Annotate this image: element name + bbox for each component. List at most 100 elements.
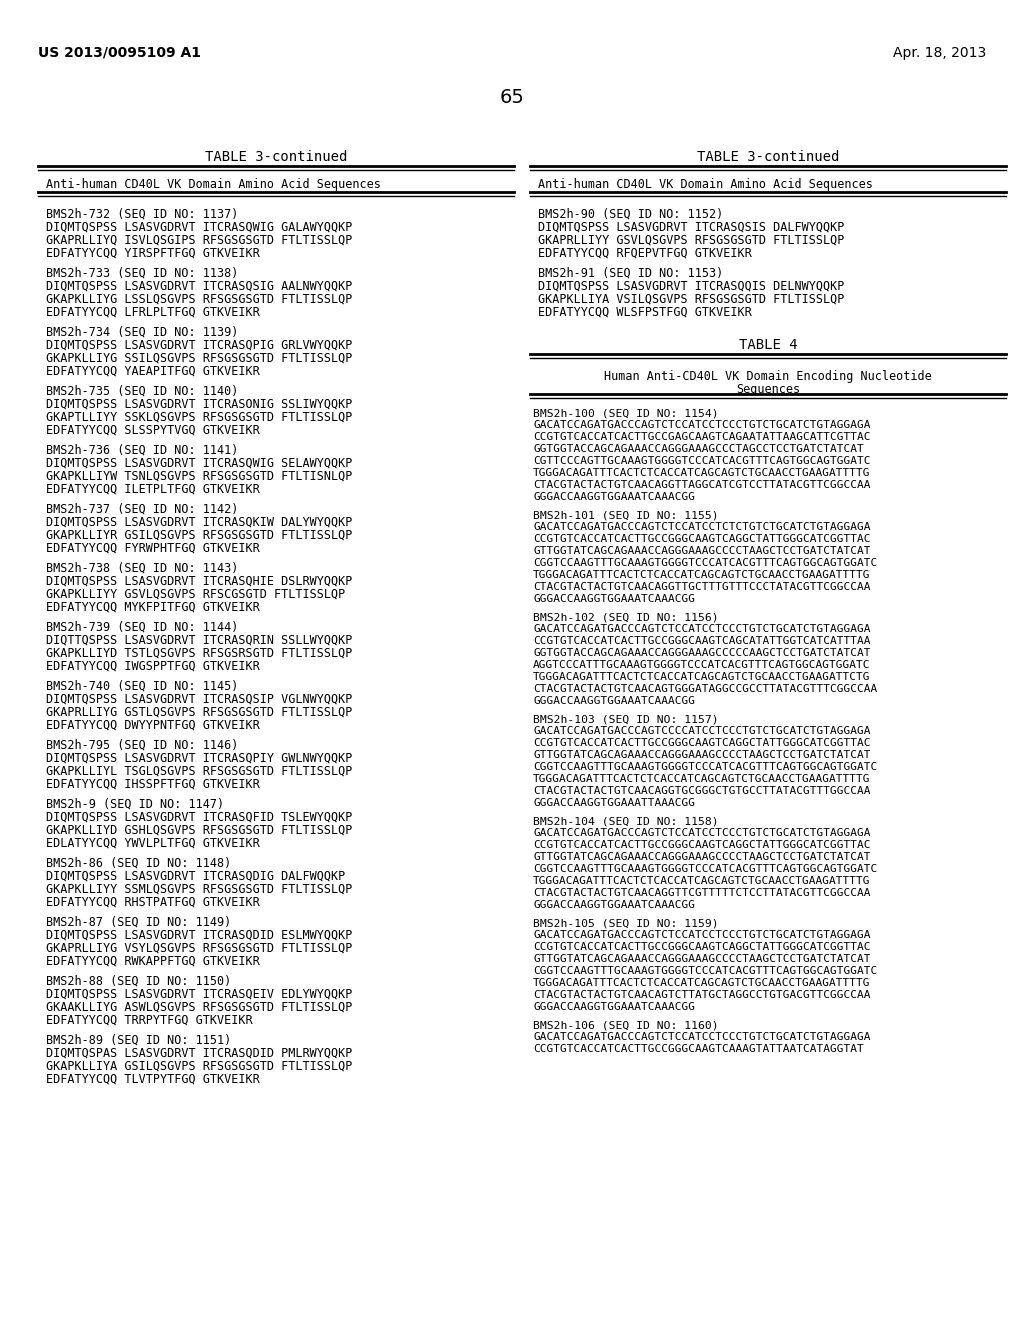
- Text: GKAPKLLIYG SSILQSGVPS RFSGSGSGTD FTLTISSLQP: GKAPKLLIYG SSILQSGVPS RFSGSGSGTD FTLTISS…: [46, 352, 352, 366]
- Text: CCGTGTCACCATCACTTGCCGGGCAAGTCAGGCTATTGGGCATCGGTTAC: CCGTGTCACCATCACTTGCCGGGCAAGTCAGGCTATTGGG…: [534, 535, 870, 544]
- Text: TGGGACAGATTTCACTCTCACCATCAGCAGTCTGCAACCTGAAGATTTTG: TGGGACAGATTTCACTCTCACCATCAGCAGTCTGCAACCT…: [534, 978, 870, 987]
- Text: TABLE 3-continued: TABLE 3-continued: [205, 150, 347, 164]
- Text: GGTGGTACCAGCAGAAACCAGGGAAAGCCCTAGCCTCCTGATCTATCAT: GGTGGTACCAGCAGAAACCAGGGAAAGCCCTAGCCTCCTG…: [534, 444, 864, 454]
- Text: DIQMTQSPSS LSASVGDRVT ITCRASQDID ESLMWYQQKP: DIQMTQSPSS LSASVGDRVT ITCRASQDID ESLMWYQ…: [46, 929, 352, 942]
- Text: GKAPRLLIYG GSTLQSGVPS RFSGSGSGTD FTLTISSLQP: GKAPRLLIYG GSTLQSGVPS RFSGSGSGTD FTLTISS…: [46, 706, 352, 719]
- Text: GACATCCAGATGACCCAGTCCCCATCCTCCCTGTCTGCATCTGTAGGAGA: GACATCCAGATGACCCAGTCCCCATCCTCCCTGTCTGCAT…: [534, 726, 870, 737]
- Text: EDFATYYCQQ ILETPLTFGQ GTKVEIKR: EDFATYYCQQ ILETPLTFGQ GTKVEIKR: [46, 483, 260, 496]
- Text: GACATCCAGATGACCCAGTCTCCATCCTCCCTGTCTGCATCTGTAGGAGA: GACATCCAGATGACCCAGTCTCCATCCTCCCTGTCTGCAT…: [534, 624, 870, 634]
- Text: EDFATYYCQQ WLSFPSTFGQ GTKVEIKR: EDFATYYCQQ WLSFPSTFGQ GTKVEIKR: [538, 306, 752, 319]
- Text: GKAAKLLIYG ASWLQSGVPS RFSGSGSGTD FTLTISSLQP: GKAAKLLIYG ASWLQSGVPS RFSGSGSGTD FTLTISS…: [46, 1001, 352, 1014]
- Text: TGGGACAGATTTCACTCTCACCATCAGCAGTCTGCAACCTGAAGATTTTG: TGGGACAGATTTCACTCTCACCATCAGCAGTCTGCAACCT…: [534, 469, 870, 478]
- Text: CCGTGTCACCATCACTTGCCGGGCAAGTCAGGCTATTGGGCATCGGTTAC: CCGTGTCACCATCACTTGCCGGGCAAGTCAGGCTATTGGG…: [534, 738, 870, 748]
- Text: BMS2h-733 (SEQ ID NO: 1138): BMS2h-733 (SEQ ID NO: 1138): [46, 267, 239, 280]
- Text: TGGGACAGATTTCACTCTCACCATCAGCAGTCTGCAACCTGAAGATTTTG: TGGGACAGATTTCACTCTCACCATCAGCAGTCTGCAACCT…: [534, 876, 870, 886]
- Text: BMS2h-91 (SEQ ID NO: 1153): BMS2h-91 (SEQ ID NO: 1153): [538, 267, 723, 280]
- Text: BMS2h-9 (SEQ ID NO: 1147): BMS2h-9 (SEQ ID NO: 1147): [46, 799, 224, 810]
- Text: TGGGACAGATTTCACTCTCACCATCAGCAGTCTGCAACCTGAAGATTTTG: TGGGACAGATTTCACTCTCACCATCAGCAGTCTGCAACCT…: [534, 570, 870, 579]
- Text: BMS2h-87 (SEQ ID NO: 1149): BMS2h-87 (SEQ ID NO: 1149): [46, 916, 231, 929]
- Text: DIQMTQSPSS LSASVGDRVT ITCRASQSIG AALNWYQQKP: DIQMTQSPSS LSASVGDRVT ITCRASQSIG AALNWYQ…: [46, 280, 352, 293]
- Text: GTTGGTATCAGCAGAAACCAGGGAAAGCCCCTAAGCTCCTGATCTATCAT: GTTGGTATCAGCAGAAACCAGGGAAAGCCCCTAAGCTCCT…: [534, 851, 870, 862]
- Text: GKAPKLLIYD GSHLQSGVPS RFSGSGSGTD FTLTISSLQP: GKAPKLLIYD GSHLQSGVPS RFSGSGSGTD FTLTISS…: [46, 824, 352, 837]
- Text: BMS2h-102 (SEQ ID NO: 1156): BMS2h-102 (SEQ ID NO: 1156): [534, 612, 719, 622]
- Text: BMS2h-740 (SEQ ID NO: 1145): BMS2h-740 (SEQ ID NO: 1145): [46, 680, 239, 693]
- Text: EDFATYYCQQ TRRPYTFGQ GTKVEIKR: EDFATYYCQQ TRRPYTFGQ GTKVEIKR: [46, 1014, 253, 1027]
- Text: GGGACCAAGGTGGAAATCAAACGG: GGGACCAAGGTGGAAATCAAACGG: [534, 1002, 695, 1012]
- Text: Anti-human CD40L VK Domain Amino Acid Sequences: Anti-human CD40L VK Domain Amino Acid Se…: [46, 178, 381, 191]
- Text: GGGACCAAGGTGGAAATCAAACGG: GGGACCAAGGTGGAAATCAAACGG: [534, 492, 695, 502]
- Text: CTACGTACTACTGTCAACAGGTGCGGGCTGTGCCTTATACGTTTGGCCAA: CTACGTACTACTGTCAACAGGTGCGGGCTGTGCCTTATAC…: [534, 785, 870, 796]
- Text: DIQMTQSPSS LSASVGDRVT ITCRASQFID TSLEWYQQKP: DIQMTQSPSS LSASVGDRVT ITCRASQFID TSLEWYQ…: [46, 810, 352, 824]
- Text: US 2013/0095109 A1: US 2013/0095109 A1: [38, 46, 201, 59]
- Text: BMS2h-106 (SEQ ID NO: 1160): BMS2h-106 (SEQ ID NO: 1160): [534, 1020, 719, 1030]
- Text: TGGGACAGATTTCACTCTCACCATCAGCAGTCTGCAACCTGAAGATTCTG: TGGGACAGATTTCACTCTCACCATCAGCAGTCTGCAACCT…: [534, 672, 870, 682]
- Text: BMS2h-100 (SEQ ID NO: 1154): BMS2h-100 (SEQ ID NO: 1154): [534, 408, 719, 418]
- Text: BMS2h-104 (SEQ ID NO: 1158): BMS2h-104 (SEQ ID NO: 1158): [534, 816, 719, 826]
- Text: BMS2h-88 (SEQ ID NO: 1150): BMS2h-88 (SEQ ID NO: 1150): [46, 975, 231, 987]
- Text: EDFATYYCQQ IWGSPPTFGQ GTKVEIKR: EDFATYYCQQ IWGSPPTFGQ GTKVEIKR: [46, 660, 260, 673]
- Text: GKAPTLLIYY SSKLQSGVPS RFSGSGSGTD FTLTISSLQP: GKAPTLLIYY SSKLQSGVPS RFSGSGSGTD FTLTISS…: [46, 411, 352, 424]
- Text: CTACGTACTACTGTCAACAGTGGGATAGGCCGCCTTATACGTTTCGGCCAA: CTACGTACTACTGTCAACAGTGGGATAGGCCGCCTTATAC…: [534, 684, 878, 694]
- Text: CTACGTACTACTGTCAACAGGTTGCTTTGTTTCCCTATACGTTCGGCCAA: CTACGTACTACTGTCAACAGGTTGCTTTGTTTCCCTATAC…: [534, 582, 870, 591]
- Text: DIQMTQSPSS LSASVGDRVT ITCRASQEIV EDLYWYQQKP: DIQMTQSPSS LSASVGDRVT ITCRASQEIV EDLYWYQ…: [46, 987, 352, 1001]
- Text: TABLE 4: TABLE 4: [738, 338, 798, 352]
- Text: EDFATYYCQQ RFQEPVTFGQ GTKVEIKR: EDFATYYCQQ RFQEPVTFGQ GTKVEIKR: [538, 247, 752, 260]
- Text: BMS2h-732 (SEQ ID NO: 1137): BMS2h-732 (SEQ ID NO: 1137): [46, 209, 239, 220]
- Text: CGTTCCCAGTTGCAAAGTGGGGTCCCATCACGTTTCAGTGGCAGTGGATC: CGTTCCCAGTTGCAAAGTGGGGTCCCATCACGTTTCAGTG…: [534, 455, 870, 466]
- Text: BMS2h-736 (SEQ ID NO: 1141): BMS2h-736 (SEQ ID NO: 1141): [46, 444, 239, 457]
- Text: BMS2h-105 (SEQ ID NO: 1159): BMS2h-105 (SEQ ID NO: 1159): [534, 917, 719, 928]
- Text: GKAPKLLIYW TSNLQSGVPS RFSGSGSGTD FTLTISNLQP: GKAPKLLIYW TSNLQSGVPS RFSGSGSGTD FTLTISN…: [46, 470, 352, 483]
- Text: EDFATYYCQQ FYRWPHTFGQ GTKVEIKR: EDFATYYCQQ FYRWPHTFGQ GTKVEIKR: [46, 543, 260, 554]
- Text: CCGTGTCACCATCACTTGCCGAGCAAGTCAGAATATTAAGCATTCGTTAC: CCGTGTCACCATCACTTGCCGAGCAAGTCAGAATATTAAG…: [534, 432, 870, 442]
- Text: TGGGACAGATTTCACTCTCACCATCAGCAGTCTGCAACCTGAAGATTTTG: TGGGACAGATTTCACTCTCACCATCAGCAGTCTGCAACCT…: [534, 774, 870, 784]
- Text: GGGACCAAGGTGGAAATCAAACGG: GGGACCAAGGTGGAAATCAAACGG: [534, 696, 695, 706]
- Text: EDFATYYCQQ YAEAPITFGQ GTKVEIKR: EDFATYYCQQ YAEAPITFGQ GTKVEIKR: [46, 366, 260, 378]
- Text: EDFATYYCQQ TLVTPYTFGQ GTKVEIKR: EDFATYYCQQ TLVTPYTFGQ GTKVEIKR: [46, 1073, 260, 1086]
- Text: DIQMTQSPSS LSASVGDRVT ITCRASQSIP VGLNWYQQKP: DIQMTQSPSS LSASVGDRVT ITCRASQSIP VGLNWYQ…: [46, 693, 352, 706]
- Text: GKAPKLLIYA VSILQSGVPS RFSGSGSGTD FTLTISSLQP: GKAPKLLIYA VSILQSGVPS RFSGSGSGTD FTLTISS…: [538, 293, 845, 306]
- Text: CTACGTACTACTGTCAACAGGTTAGGCATCGTCCTTATACGTTCGGCCAA: CTACGTACTACTGTCAACAGGTTAGGCATCGTCCTTATAC…: [534, 480, 870, 490]
- Text: Apr. 18, 2013: Apr. 18, 2013: [893, 46, 986, 59]
- Text: DIQMTQSPSS LSASVGDRVT ITCRASQPIY GWLNWYQQKP: DIQMTQSPSS LSASVGDRVT ITCRASQPIY GWLNWYQ…: [46, 752, 352, 766]
- Text: GTTGGTATCAGCAGAAACCAGGGAAAGCCCCTAAGCTCCTGATCTATCAT: GTTGGTATCAGCAGAAACCAGGGAAAGCCCCTAAGCTCCT…: [534, 546, 870, 556]
- Text: GKAPKLLIYL TSGLQSGVPS RFSGSGSGTD FTLTISSLQP: GKAPKLLIYL TSGLQSGVPS RFSGSGSGTD FTLTISS…: [46, 766, 352, 777]
- Text: Anti-human CD40L VK Domain Amino Acid Sequences: Anti-human CD40L VK Domain Amino Acid Se…: [538, 178, 872, 191]
- Text: GACATCCAGATGACCCAGTCTCCATCCTCTCTGTCTGCATCTGTAGGAGA: GACATCCAGATGACCCAGTCTCCATCCTCTCTGTCTGCAT…: [534, 521, 870, 532]
- Text: TABLE 3-continued: TABLE 3-continued: [696, 150, 840, 164]
- Text: BMS2h-90 (SEQ ID NO: 1152): BMS2h-90 (SEQ ID NO: 1152): [538, 209, 723, 220]
- Text: GKAPKLLIYA GSILQSGVPS RFSGSGSGTD FTLTISSLQP: GKAPKLLIYA GSILQSGVPS RFSGSGSGTD FTLTISS…: [46, 1060, 352, 1073]
- Text: BMS2h-738 (SEQ ID NO: 1143): BMS2h-738 (SEQ ID NO: 1143): [46, 562, 239, 576]
- Text: EDFATYYCQQ RHSTPATFGQ GTKVEIKR: EDFATYYCQQ RHSTPATFGQ GTKVEIKR: [46, 896, 260, 909]
- Text: CTACGTACTACTGTCAACAGTCTTATGCTAGGCCTGTGACGTTCGGCCAA: CTACGTACTACTGTCAACAGTCTTATGCTAGGCCTGTGAC…: [534, 990, 870, 1001]
- Text: BMS2h-89 (SEQ ID NO: 1151): BMS2h-89 (SEQ ID NO: 1151): [46, 1034, 231, 1047]
- Text: BMS2h-737 (SEQ ID NO: 1142): BMS2h-737 (SEQ ID NO: 1142): [46, 503, 239, 516]
- Text: EDFATYYCQQ LFRLPLTFGQ GTKVEIKR: EDFATYYCQQ LFRLPLTFGQ GTKVEIKR: [46, 306, 260, 319]
- Text: GGGACCAAGGTGGAAATCAAACGG: GGGACCAAGGTGGAAATCAAACGG: [534, 900, 695, 909]
- Text: CTACGTACTACTGTCAACAGGTTCGTTTTTCTCCTTATACGTTCGGCCAA: CTACGTACTACTGTCAACAGGTTCGTTTTTCTCCTTATAC…: [534, 888, 870, 898]
- Text: CCGTGTCACCATCACTTGCCGGGCAAGTCAGGCTATTGGGCATCGGTTAC: CCGTGTCACCATCACTTGCCGGGCAAGTCAGGCTATTGGG…: [534, 942, 870, 952]
- Text: GACATCCAGATGACCCAGTCTCCATCCTCCCTGTCTGCATCTGTAGGAGA: GACATCCAGATGACCCAGTCTCCATCCTCCCTGTCTGCAT…: [534, 420, 870, 430]
- Text: DIQMTQSPSS LSASVGDRVT ITCRASQQIS DELNWYQQKP: DIQMTQSPSS LSASVGDRVT ITCRASQQIS DELNWYQ…: [538, 280, 845, 293]
- Text: BMS2h-103 (SEQ ID NO: 1157): BMS2h-103 (SEQ ID NO: 1157): [534, 714, 719, 723]
- Text: DIQMTQSPAS LSASVGDRVT ITCRASQDID PMLRWYQQKP: DIQMTQSPAS LSASVGDRVT ITCRASQDID PMLRWYQ…: [46, 1047, 352, 1060]
- Text: GKAPKLLIYY GSVLQSGVPS RFSCGSGTD FTLTISSLQP: GKAPKLLIYY GSVLQSGVPS RFSCGSGTD FTLTISSL…: [46, 587, 345, 601]
- Text: DIQMTQSPSS LSASVGDRVT ITCRASQHIE DSLRWYQQKP: DIQMTQSPSS LSASVGDRVT ITCRASQHIE DSLRWYQ…: [46, 576, 352, 587]
- Text: DIQMTQSPSS LSASVGDRVT ITCRASONIG SSLIWYQQKP: DIQMTQSPSS LSASVGDRVT ITCRASONIG SSLIWYQ…: [46, 399, 352, 411]
- Text: EDLATYYCQQ YWVLPLTFGQ GTKVEIKR: EDLATYYCQQ YWVLPLTFGQ GTKVEIKR: [46, 837, 260, 850]
- Text: BMS2h-735 (SEQ ID NO: 1140): BMS2h-735 (SEQ ID NO: 1140): [46, 385, 239, 399]
- Text: AGGTCCCATTTGCAAAGTGGGGTCCCATCACGTTTCAGTGGCAGTGGATC: AGGTCCCATTTGCAAAGTGGGGTCCCATCACGTTTCAGTG…: [534, 660, 870, 671]
- Text: BMS2h-86 (SEQ ID NO: 1148): BMS2h-86 (SEQ ID NO: 1148): [46, 857, 231, 870]
- Text: BMS2h-739 (SEQ ID NO: 1144): BMS2h-739 (SEQ ID NO: 1144): [46, 620, 239, 634]
- Text: EDFATYYCQQ DWYYPNTFGQ GTKVEIKR: EDFATYYCQQ DWYYPNTFGQ GTKVEIKR: [46, 719, 260, 733]
- Text: CGGTCCAAGTTTGCAAAGTGGGGTCCCATCACGTTTCAGTGGCAGTGGATC: CGGTCCAAGTTTGCAAAGTGGGGTCCCATCACGTTTCAGT…: [534, 865, 878, 874]
- Text: EDFATYYCQQ MYKFPITFGQ GTKVEIKR: EDFATYYCQQ MYKFPITFGQ GTKVEIKR: [46, 601, 260, 614]
- Text: EDFATYYCQQ IHSSPFTFGQ GTKVEIKR: EDFATYYCQQ IHSSPFTFGQ GTKVEIKR: [46, 777, 260, 791]
- Text: DIQMTQSPSS LSASVGDRVT ITCRASQSIS DALFWYQQKP: DIQMTQSPSS LSASVGDRVT ITCRASQSIS DALFWYQ…: [538, 220, 845, 234]
- Text: BMS2h-101 (SEQ ID NO: 1155): BMS2h-101 (SEQ ID NO: 1155): [534, 510, 719, 520]
- Text: CGGTCCAAGTTTGCAAAGTGGGGTCCCATCACGTTTCAGTGGCAGTGGATC: CGGTCCAAGTTTGCAAAGTGGGGTCCCATCACGTTTCAGT…: [534, 966, 878, 975]
- Text: DIQMTQSPSS LSASVGDRVT ITCRASQWIG GALAWYQQKP: DIQMTQSPSS LSASVGDRVT ITCRASQWIG GALAWYQ…: [46, 220, 352, 234]
- Text: GACATCCAGATGACCCAGTCTCCATCCTCCCTGTCTGCATCTGTAGGAGA: GACATCCAGATGACCCAGTCTCCATCCTCCCTGTCTGCAT…: [534, 931, 870, 940]
- Text: BMS2h-795 (SEQ ID NO: 1146): BMS2h-795 (SEQ ID NO: 1146): [46, 739, 239, 752]
- Text: GTTGGTATCAGCAGAAACCAGGGAAAGCCCCTAAGCTCCTGATCTATCAT: GTTGGTATCAGCAGAAACCAGGGAAAGCCCCTAAGCTCCT…: [534, 954, 870, 964]
- Text: GGGACCAAGGTGGAAATTAAACGG: GGGACCAAGGTGGAAATTAAACGG: [534, 799, 695, 808]
